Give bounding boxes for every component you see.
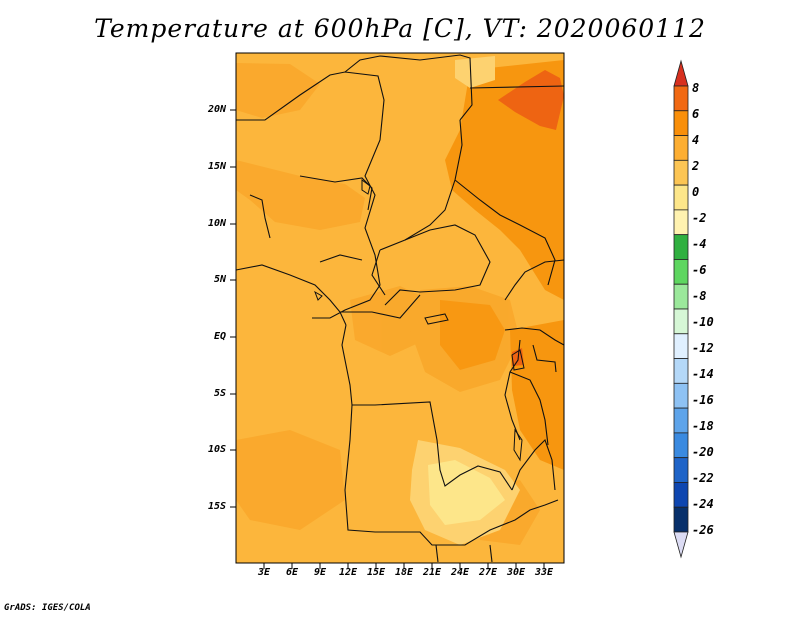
colorbar-label: -8 bbox=[692, 289, 707, 303]
lon-label-3e: 3E bbox=[258, 567, 271, 578]
lon-label-24e: 24E bbox=[451, 567, 470, 578]
lon-label-12e: 12E bbox=[339, 567, 358, 578]
colorbar-swatch bbox=[673, 308, 689, 335]
colorbar-label: -14 bbox=[692, 367, 714, 381]
lon-label-6e: 6E bbox=[286, 567, 299, 578]
lat-label-15s: 15S bbox=[208, 501, 227, 512]
colorbar-label: -12 bbox=[692, 341, 714, 355]
warm-patches bbox=[236, 63, 540, 545]
lon-label-9e: 9E bbox=[314, 567, 327, 578]
colorbar-swatch bbox=[673, 259, 689, 285]
colorbar-swatch bbox=[673, 209, 689, 236]
colorbar-label: 8 bbox=[692, 81, 700, 95]
colorbar-swatch bbox=[673, 283, 689, 310]
colorbar-swatch bbox=[673, 358, 689, 384]
colorbar-swatch bbox=[673, 382, 689, 409]
country-borders bbox=[235, 54, 565, 563]
colorbar-min-arrow bbox=[673, 531, 689, 559]
colorbar-label: 2 bbox=[692, 159, 700, 173]
colorbar-swatch bbox=[673, 85, 689, 112]
map-frame bbox=[235, 52, 565, 564]
colorbar-label: -16 bbox=[692, 393, 714, 407]
colorbar-label: 4 bbox=[692, 133, 700, 147]
coldest-patch bbox=[428, 460, 505, 525]
colorbar-swatch bbox=[673, 407, 689, 434]
colorbar-swatch bbox=[673, 135, 689, 161]
colorbar-label: -2 bbox=[692, 211, 707, 225]
colorbar-swatch bbox=[673, 184, 689, 211]
colorbar-swatch bbox=[673, 159, 689, 186]
colorbar-swatch bbox=[673, 506, 689, 533]
colorbar-label: -18 bbox=[692, 419, 714, 433]
lat-label-15n: 15N bbox=[208, 161, 227, 172]
lat-label-eq: EQ bbox=[214, 331, 227, 342]
colorbar-label: -26 bbox=[692, 523, 714, 537]
colorbar-label: 0 bbox=[692, 185, 700, 199]
lat-label-5n: 5N bbox=[214, 274, 227, 285]
lon-label-18e: 18E bbox=[395, 567, 414, 578]
congo-warm bbox=[440, 300, 505, 370]
colorbar-label: -20 bbox=[692, 445, 714, 459]
colorbar-label: -24 bbox=[692, 497, 714, 511]
lat-label-20n: 20N bbox=[208, 104, 227, 115]
colorbar-swatch bbox=[673, 110, 689, 136]
lat-label-5s: 5S bbox=[214, 388, 227, 399]
lon-tick-marks bbox=[263, 563, 545, 569]
colorbar bbox=[673, 59, 689, 559]
lon-label-30e: 30E bbox=[507, 567, 526, 578]
lat-tick-marks bbox=[230, 109, 236, 508]
colorbar-label: -6 bbox=[692, 263, 707, 277]
lat-label-10n: 10N bbox=[208, 218, 227, 229]
colorbar-label: -10 bbox=[692, 315, 714, 329]
colorbar-swatch bbox=[673, 234, 689, 260]
colorbar-swatch bbox=[673, 432, 689, 459]
colorbar-label: 6 bbox=[692, 107, 700, 121]
colorbar-max-arrow bbox=[673, 59, 689, 87]
grads-credit: GrADS: IGES/COLA bbox=[4, 603, 91, 613]
lon-label-21e: 21E bbox=[423, 567, 442, 578]
lon-label-27e: 27E bbox=[479, 567, 498, 578]
map-title: Temperature at 600hPa [C], VT: 202006011… bbox=[94, 14, 706, 43]
lon-label-15e: 15E bbox=[367, 567, 386, 578]
colorbar-swatch bbox=[673, 333, 689, 359]
lakes bbox=[314, 179, 525, 462]
colorbar-swatch bbox=[673, 482, 689, 508]
colorbar-swatch bbox=[673, 457, 689, 483]
lon-label-33e: 33E bbox=[535, 567, 554, 578]
lat-label-10s: 10S bbox=[208, 444, 227, 455]
colorbar-label: -22 bbox=[692, 471, 714, 485]
colorbar-label: -4 bbox=[692, 237, 707, 251]
